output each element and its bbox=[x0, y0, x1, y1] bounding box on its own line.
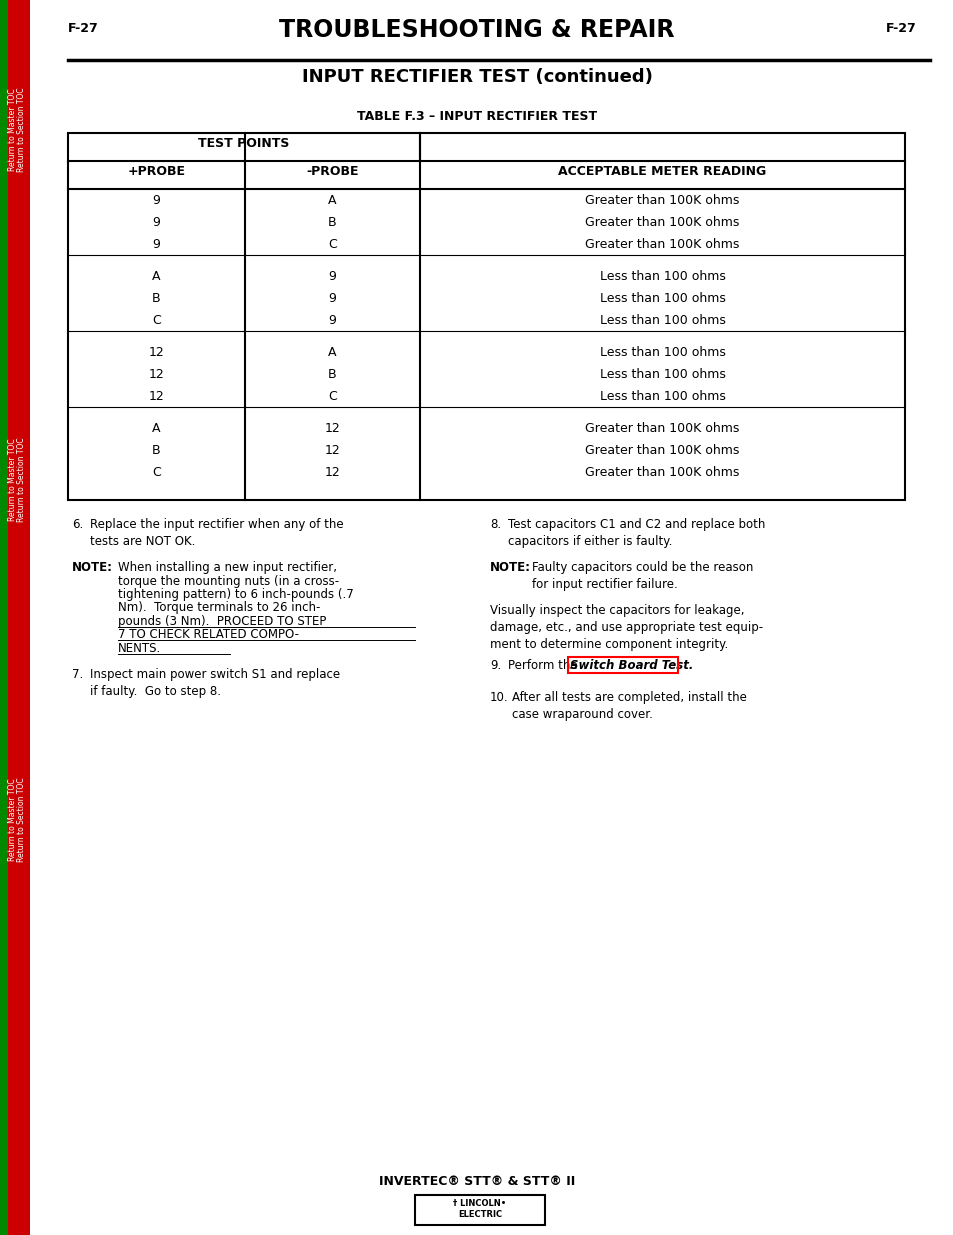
Text: Greater than 100K ohms: Greater than 100K ohms bbox=[585, 421, 739, 435]
Text: Greater than 100K ohms: Greater than 100K ohms bbox=[585, 443, 739, 457]
Text: Greater than 100K ohms: Greater than 100K ohms bbox=[585, 215, 739, 228]
Text: Return to Section TOC: Return to Section TOC bbox=[17, 437, 27, 522]
Text: 9: 9 bbox=[152, 237, 160, 251]
Text: Nm).  Torque terminals to 26 inch-: Nm). Torque terminals to 26 inch- bbox=[118, 601, 320, 615]
Text: Return to Master TOC: Return to Master TOC bbox=[9, 779, 17, 861]
Bar bbox=[415, 1195, 544, 1225]
Text: 12: 12 bbox=[324, 443, 340, 457]
Text: 6.: 6. bbox=[71, 517, 83, 531]
Text: B: B bbox=[152, 443, 161, 457]
Text: Less than 100 ohms: Less than 100 ohms bbox=[598, 291, 724, 305]
Text: Return to Section TOC: Return to Section TOC bbox=[17, 778, 27, 862]
Text: 7 TO CHECK RELATED COMPO-: 7 TO CHECK RELATED COMPO- bbox=[118, 629, 298, 641]
Text: A: A bbox=[152, 269, 161, 283]
Text: Return to Master TOC: Return to Master TOC bbox=[9, 89, 17, 172]
Text: 12: 12 bbox=[149, 389, 164, 403]
Text: 12: 12 bbox=[149, 346, 164, 358]
Text: Replace the input rectifier when any of the
tests are NOT OK.: Replace the input rectifier when any of … bbox=[90, 517, 343, 548]
Text: 9: 9 bbox=[152, 215, 160, 228]
Text: 9: 9 bbox=[152, 194, 160, 206]
Text: Inspect main power switch S1 and replace
if faulty.  Go to step 8.: Inspect main power switch S1 and replace… bbox=[90, 667, 340, 698]
Text: ACCEPTABLE METER READING: ACCEPTABLE METER READING bbox=[558, 165, 766, 178]
Text: Less than 100 ohms: Less than 100 ohms bbox=[598, 346, 724, 358]
Bar bbox=[68, 133, 904, 500]
Text: Return to Section TOC: Return to Section TOC bbox=[17, 88, 27, 173]
Text: 9: 9 bbox=[328, 269, 336, 283]
Text: Return to Master TOC: Return to Master TOC bbox=[9, 438, 17, 521]
Text: A: A bbox=[328, 346, 336, 358]
Text: 12: 12 bbox=[149, 368, 164, 380]
Text: Less than 100 ohms: Less than 100 ohms bbox=[598, 368, 724, 380]
Bar bbox=[8, 0, 30, 1235]
Text: B: B bbox=[328, 368, 336, 380]
Text: When installing a new input rectifier,: When installing a new input rectifier, bbox=[118, 561, 336, 574]
Text: Switch Board Test.: Switch Board Test. bbox=[569, 659, 693, 672]
Text: NENTS.: NENTS. bbox=[118, 642, 161, 655]
Text: INPUT RECTIFIER TEST (continued): INPUT RECTIFIER TEST (continued) bbox=[301, 68, 652, 86]
Text: Faulty capacitors could be the reason
for input rectifier failure.: Faulty capacitors could be the reason fo… bbox=[532, 561, 753, 592]
Text: +PROBE: +PROBE bbox=[128, 165, 185, 178]
Text: tightening pattern) to 6 inch-pounds (.7: tightening pattern) to 6 inch-pounds (.7 bbox=[118, 588, 354, 601]
Bar bbox=[567, 657, 678, 673]
Text: A: A bbox=[328, 194, 336, 206]
Text: 9: 9 bbox=[328, 291, 336, 305]
Text: NOTE:: NOTE: bbox=[490, 561, 531, 574]
Text: C: C bbox=[328, 389, 336, 403]
Text: C: C bbox=[152, 314, 161, 326]
Text: TEST POINTS: TEST POINTS bbox=[198, 137, 290, 149]
Text: Test capacitors C1 and C2 and replace both
capacitors if either is faulty.: Test capacitors C1 and C2 and replace bo… bbox=[507, 517, 764, 548]
Text: pounds (3 Nm).  PROCEED TO STEP: pounds (3 Nm). PROCEED TO STEP bbox=[118, 615, 326, 629]
Text: B: B bbox=[152, 291, 161, 305]
Text: C: C bbox=[328, 237, 336, 251]
Text: TROUBLESHOOTING & REPAIR: TROUBLESHOOTING & REPAIR bbox=[279, 19, 674, 42]
Text: -PROBE: -PROBE bbox=[306, 165, 358, 178]
Text: 8.: 8. bbox=[490, 517, 500, 531]
Text: Perform the: Perform the bbox=[507, 659, 580, 672]
Bar bbox=[0, 0, 8, 1235]
Text: Greater than 100K ohms: Greater than 100K ohms bbox=[585, 237, 739, 251]
Text: 12: 12 bbox=[324, 466, 340, 478]
Text: 7.: 7. bbox=[71, 667, 83, 680]
Text: After all tests are completed, install the
case wraparound cover.: After all tests are completed, install t… bbox=[512, 692, 746, 721]
Text: NOTE:: NOTE: bbox=[71, 561, 112, 574]
Text: 9: 9 bbox=[328, 314, 336, 326]
Text: B: B bbox=[328, 215, 336, 228]
Text: Less than 100 ohms: Less than 100 ohms bbox=[598, 269, 724, 283]
Text: Less than 100 ohms: Less than 100 ohms bbox=[598, 389, 724, 403]
Text: 9.: 9. bbox=[490, 659, 500, 672]
Text: torque the mounting nuts (in a cross-: torque the mounting nuts (in a cross- bbox=[118, 574, 338, 588]
Text: † LINCOLN•
ELECTRIC: † LINCOLN• ELECTRIC bbox=[453, 1199, 506, 1219]
Text: INVERTEC® STT® & STT® II: INVERTEC® STT® & STT® II bbox=[378, 1174, 575, 1188]
Text: 10.: 10. bbox=[490, 692, 508, 704]
Text: Visually inspect the capacitors for leakage,
damage, etc., and use appropriate t: Visually inspect the capacitors for leak… bbox=[490, 604, 762, 651]
Text: F-27: F-27 bbox=[68, 22, 99, 35]
Text: 12: 12 bbox=[324, 421, 340, 435]
Text: Greater than 100K ohms: Greater than 100K ohms bbox=[585, 466, 739, 478]
Text: TABLE F.3 – INPUT RECTIFIER TEST: TABLE F.3 – INPUT RECTIFIER TEST bbox=[356, 110, 597, 124]
Text: F-27: F-27 bbox=[885, 22, 916, 35]
Text: A: A bbox=[152, 421, 161, 435]
Text: Less than 100 ohms: Less than 100 ohms bbox=[598, 314, 724, 326]
Text: Greater than 100K ohms: Greater than 100K ohms bbox=[585, 194, 739, 206]
Text: C: C bbox=[152, 466, 161, 478]
